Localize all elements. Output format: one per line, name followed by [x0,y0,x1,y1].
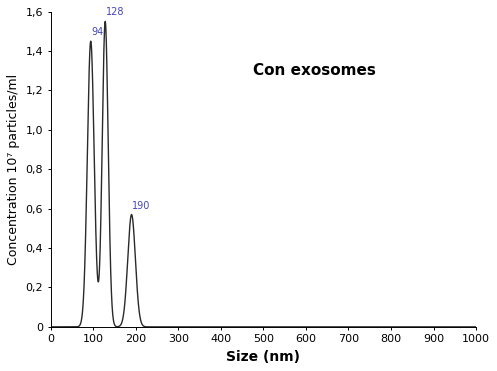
Text: 190: 190 [132,201,151,211]
Y-axis label: Concentration 10⁷ particles/ml: Concentration 10⁷ particles/ml [7,74,20,265]
Text: 94: 94 [91,27,103,37]
Text: Con exosomes: Con exosomes [253,63,376,78]
Text: 128: 128 [106,7,124,17]
X-axis label: Size (nm): Size (nm) [227,350,300,364]
